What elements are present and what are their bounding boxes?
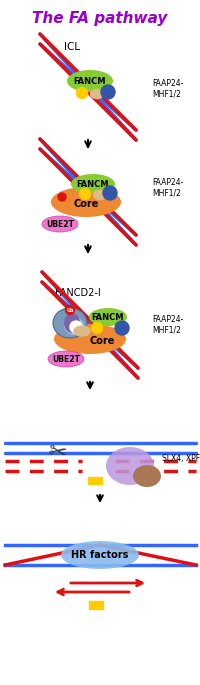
Text: FAAP24-
MHF1/2: FAAP24- MHF1/2 (151, 315, 182, 335)
Circle shape (79, 188, 90, 199)
Ellipse shape (64, 313, 80, 333)
Text: Core: Core (89, 336, 114, 346)
Bar (89, 601, 102, 609)
Circle shape (114, 321, 128, 335)
Text: FANCD2-I: FANCD2-I (55, 288, 100, 298)
Ellipse shape (105, 447, 153, 485)
Ellipse shape (42, 216, 78, 232)
Text: SLX4, XPF: SLX4, XPF (161, 453, 199, 462)
Ellipse shape (71, 174, 114, 194)
Text: HR factors: HR factors (71, 550, 128, 560)
Text: ✂: ✂ (46, 442, 68, 464)
Circle shape (65, 306, 74, 314)
Circle shape (100, 85, 114, 99)
Ellipse shape (54, 324, 125, 354)
Text: Ub: Ub (66, 308, 73, 312)
Text: UBE2T: UBE2T (52, 355, 80, 364)
Circle shape (58, 193, 66, 201)
Text: UBE2T: UBE2T (46, 219, 74, 229)
Ellipse shape (51, 187, 120, 217)
Ellipse shape (53, 308, 87, 338)
Ellipse shape (132, 465, 160, 487)
Text: Core: Core (73, 199, 98, 209)
Ellipse shape (93, 190, 106, 199)
Text: FAAP24-
MHF1/2: FAAP24- MHF1/2 (151, 79, 182, 99)
Ellipse shape (90, 90, 103, 99)
Text: ICL: ICL (64, 42, 80, 52)
Text: FAAP24-
MHF1/2: FAAP24- MHF1/2 (151, 178, 182, 198)
Circle shape (91, 323, 102, 334)
Text: The FA pathway: The FA pathway (32, 10, 167, 25)
Text: FANCM: FANCM (73, 77, 106, 86)
Ellipse shape (64, 317, 84, 335)
Text: FANCM: FANCM (76, 179, 109, 188)
Circle shape (76, 88, 87, 99)
Circle shape (102, 186, 116, 200)
Ellipse shape (61, 541, 138, 569)
Ellipse shape (67, 70, 112, 92)
Ellipse shape (74, 326, 90, 336)
Circle shape (70, 321, 82, 333)
Ellipse shape (89, 308, 126, 326)
Text: FANCM: FANCM (91, 312, 124, 321)
Ellipse shape (48, 351, 84, 367)
Bar (88, 477, 101, 484)
